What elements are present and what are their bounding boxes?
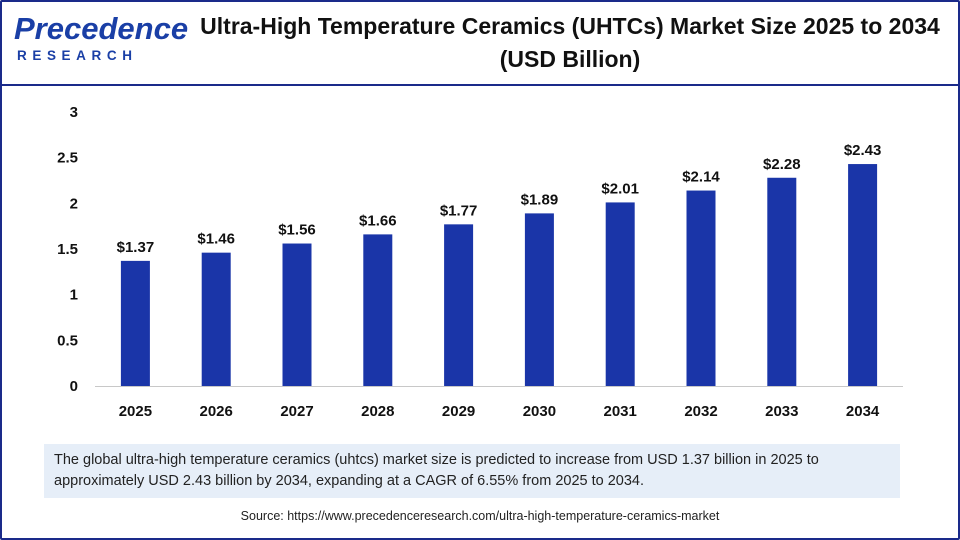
y-tick-label: 2.5	[57, 150, 78, 167]
bar	[363, 234, 393, 386]
bar-group: $1.37 $1.46 $1.56 $1.66 $1.77 $1.89 $2.01 $2.14…	[117, 142, 882, 386]
y-tick-label: 0	[70, 378, 78, 395]
bar	[848, 164, 878, 386]
brand-logo: Precedence RESEARCH	[14, 10, 188, 66]
bar-chart: 00.511.522.53 $1.37 $1.46$1.56$1.66$1.77$…	[57, 104, 903, 420]
bar-value-label: $2.43	[844, 142, 882, 159]
y-tick-label: 0.5	[57, 332, 78, 349]
summary-note: The global ultra-high temperature cerami…	[44, 444, 900, 498]
x-tick-label: 2030	[523, 403, 556, 420]
bar-value-label: $2.01	[601, 180, 639, 197]
y-tick-label: 1.5	[57, 241, 78, 258]
chart-title: Ultra-High Temperature Ceramics (UHTCs) …	[200, 13, 940, 72]
bar	[767, 177, 797, 386]
source-citation: Source: https://www.precedenceresearch.c…	[240, 509, 720, 523]
bar	[282, 243, 312, 386]
x-tick-label: 2032	[684, 403, 717, 420]
bar-value-label: $1.66	[359, 212, 397, 229]
logo-subtitle: RESEARCH	[17, 48, 138, 63]
x-tick-label: 2033	[765, 403, 798, 420]
x-tick-label: 2027	[280, 403, 313, 420]
bar-value-label: $2.28	[763, 156, 801, 173]
bar	[686, 190, 716, 386]
bar	[120, 260, 150, 386]
y-tick-label: 3	[70, 104, 78, 121]
logo-wordmark: Precedence	[14, 11, 189, 46]
x-tick-label: 2025	[119, 403, 152, 420]
y-axis: 0 0.5 1 1.5 2 2.5 3	[57, 104, 903, 395]
bar-value-label: $2.14	[682, 169, 720, 186]
x-tick-label: 2026	[200, 403, 233, 420]
bar	[605, 202, 635, 386]
header: Precedence RESEARCH Ultra-High Temperatu…	[0, 0, 960, 84]
bar-value-label: $1.46	[197, 231, 235, 248]
x-tick-label: 2034	[846, 403, 880, 420]
bar	[444, 224, 474, 386]
bar-value-label: $1.56	[278, 222, 316, 239]
x-tick-label: 2028	[361, 403, 394, 420]
y-tick-label: 2	[70, 195, 78, 212]
x-tick-label: 2029	[442, 403, 475, 420]
bar-value-label: $1.77	[440, 202, 478, 219]
x-tick-label: 2031	[604, 403, 637, 420]
bar	[201, 252, 231, 386]
bar-value-label: $1.37	[117, 239, 155, 256]
bar-value-label: $1.89	[521, 191, 559, 208]
y-tick-label: 1	[70, 287, 78, 304]
header-divider	[2, 84, 958, 86]
bar	[524, 213, 554, 386]
x-axis: 2025 2026 2027 2028 2029 2030 2031 2032 2033 2034	[119, 403, 880, 420]
